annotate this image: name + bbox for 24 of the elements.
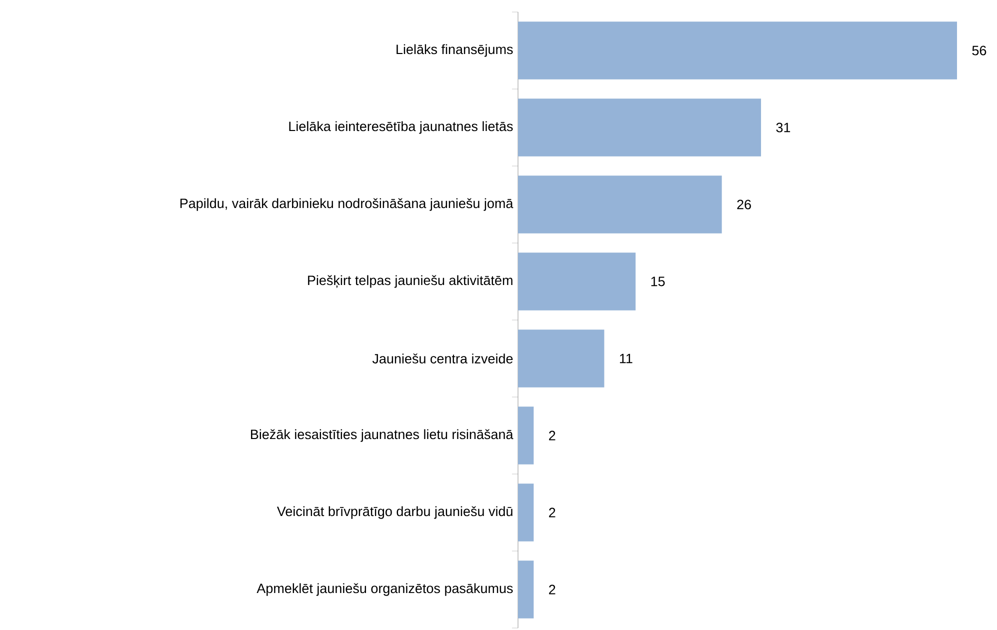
y-tick-label: Piešķirt telpas jauniešu aktivitātēm <box>308 275 512 288</box>
y-tick-label: Apmeklēt jauniešu organizētos pasākumus <box>256 583 513 596</box>
data-label: 56 <box>972 46 986 56</box>
data-label: 26 <box>737 200 751 210</box>
bar <box>518 252 636 310</box>
bar <box>518 484 534 542</box>
y-tick-label: Lielāks finansējums <box>396 44 513 57</box>
bar <box>518 176 722 234</box>
y-tick-label: Papildu, vairāk darbinieku nodrošināšana jauniešu jomā <box>180 198 514 211</box>
data-label: 2 <box>549 430 556 440</box>
bar <box>518 22 958 80</box>
y-tick-label: Jauniešu centra izveide <box>372 354 513 364</box>
data-label: 2 <box>549 584 556 594</box>
y-tick-label: Lielāka ieinteresētība jaunatnes lietās <box>289 121 513 134</box>
bar <box>518 330 604 388</box>
y-tick-label: Biežāk iesaistīties jaunatnes lietu risināšanā <box>251 429 514 442</box>
bar <box>518 560 534 618</box>
y-tick-label: Veicināt brīvprātīgo darbu jauniešu vidū <box>276 506 512 519</box>
data-label: 31 <box>776 122 790 132</box>
bar <box>518 406 534 464</box>
data-label: 11 <box>620 354 632 364</box>
data-label: 2 <box>549 508 556 518</box>
bar <box>518 98 762 156</box>
data-label: 15 <box>651 276 665 286</box>
